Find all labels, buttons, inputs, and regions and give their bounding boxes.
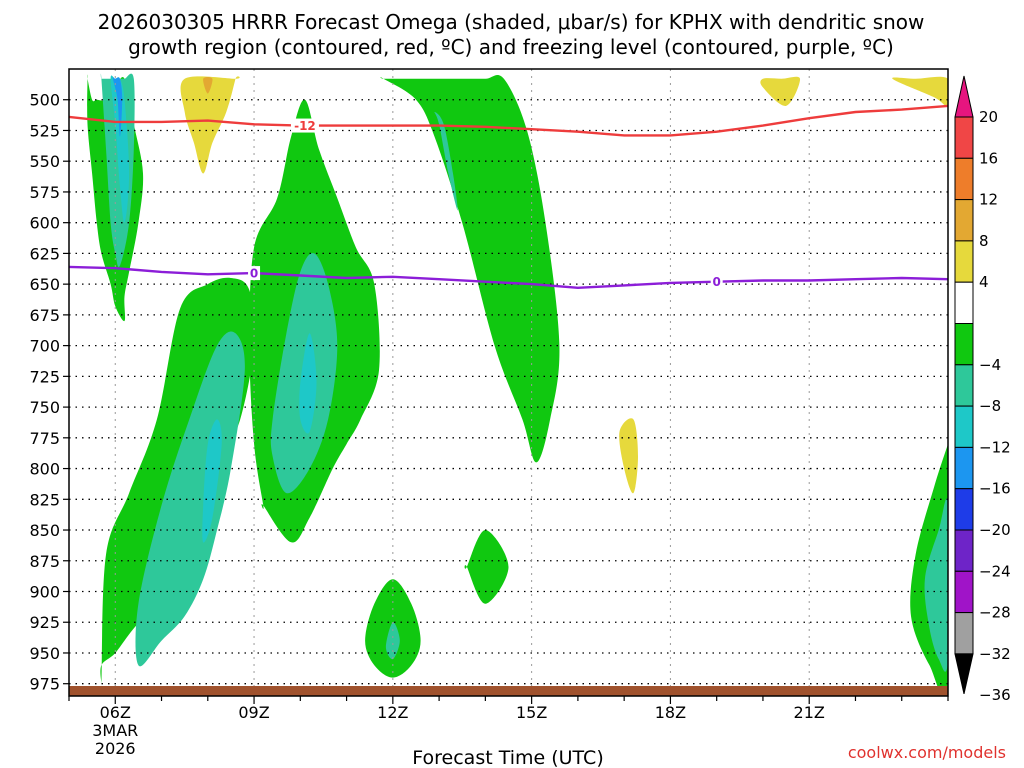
omega-region-18 [760,76,801,106]
colorbar-label-10: −24 [979,562,1011,580]
colorbar-bin-10 [954,529,974,572]
colorbar-bin-1 [954,157,974,201]
colorbar-bin-4 [954,281,974,325]
y-tick-label-650: 650 [29,275,60,294]
colorbar-bin-5 [954,323,974,366]
contour-label-1-1: 0 [713,275,721,289]
colorbar-bin-8 [954,446,974,490]
y-tick-label-875: 875 [29,552,60,571]
colorbar-bin-7 [954,405,974,448]
y-tick-label-500: 500 [29,91,60,110]
y-tick-label-625: 625 [29,244,60,263]
y-tick-label-950: 950 [29,644,60,663]
colorbar-bin-12 [954,612,974,655]
plot-frame [68,68,949,697]
y-tick-label-925: 925 [29,613,60,632]
x-tick-label-15: 15Z [516,703,547,722]
y-tick-label-725: 725 [29,367,60,386]
x-tick-date: 3MAR [92,721,138,740]
colorbar-bin-6 [954,364,974,407]
colorbar-bin-11 [954,570,974,614]
omega-region-16 [464,530,509,604]
colorbar-bin-3 [954,240,974,283]
y-tick-label-900: 900 [29,583,60,602]
colorbar-label-1: 16 [979,149,998,167]
chart-title-line-1: 2026030305 HRRR Forecast Omega (shaded, … [98,10,925,34]
y-tick-label-675: 675 [29,306,60,325]
omega-region-17 [619,418,638,494]
colorbar-label-7: −12 [979,438,1011,456]
y-axis: 500 525 550 575 600 625 650 675 700 725 750 775 800 8… [29,91,69,694]
contour-label-bg-1-1 [710,274,723,289]
colorbar-label-12: −32 [979,645,1011,663]
y-tick-label-800: 800 [29,460,60,479]
omega-region-15 [385,622,400,660]
x-tick-label-12: 12Z [377,703,408,722]
contour-0 [69,265,948,290]
y-tick-label-850: 850 [29,521,60,540]
contour-label-bg-1-0 [248,266,261,281]
y-tick-label-700: 700 [29,337,60,356]
colorbar-bin-0 [954,116,974,159]
x-tick-label-6: 06Z [100,703,131,722]
colorbar-label-3: 8 [979,232,989,250]
y-tick-label-525: 525 [29,121,60,140]
y-tick-label-750: 750 [29,398,60,417]
x-tick-label-21: 21Z [794,703,825,722]
y-tick-label-550: 550 [29,152,60,171]
colorbar-label-0: 20 [979,108,998,126]
contour-layer: -12 0 0 [69,104,948,290]
omega-region-5 [203,77,213,94]
colorbar-bin-9 [954,488,974,531]
plot-area: -12 0 0 [69,69,948,696]
omega-region-8 [202,419,222,543]
contour--12 [69,104,948,137]
x-tick-year: 2026 [95,739,136,758]
omega-region-19 [892,76,948,107]
terrain-strip [69,686,948,696]
colorbar-label-5: −4 [979,356,1001,374]
omega-region-11 [299,333,317,434]
y-tick-label-600: 600 [29,214,60,233]
colorbar-label-2: 12 [979,191,998,209]
y-tick-label-775: 775 [29,429,60,448]
colorbar-label-13: −36 [979,686,1011,704]
y-tick-label-825: 825 [29,490,60,509]
colorbar-label-6: −8 [979,397,1001,415]
colorbar-label-9: −20 [979,521,1011,539]
y-tick-label-975: 975 [29,675,60,694]
credit-text: coolwx.com/models [848,743,1006,762]
x-axis-label: Forecast Time (UTC) [412,747,603,768]
colorbar-bin-2 [954,199,974,242]
contour-label-1-0: 0 [250,267,258,281]
colorbar-top-triangle [954,75,974,118]
colorbar: 20 16 12 8 4 −4 −8 −12 −16 −20 −24 −28 −32 −36 [954,75,1011,704]
omega-region-12 [380,74,560,463]
chart-title-line-2: growth region (contoured, red, ºC) and f… [128,35,894,59]
omega-region-7 [135,331,245,667]
omega-region-4 [180,76,240,174]
omega-region-21 [924,498,948,672]
colorbar-bottom-triangle [954,653,974,695]
x-tick-label-9: 09Z [238,703,269,722]
contour-label-0-0: -12 [294,119,316,133]
y-tick-label-575: 575 [29,183,60,202]
colorbar-label-8: −16 [979,480,1011,498]
colorbar-label-11: −28 [979,604,1011,622]
contour-label-bg-0-0 [290,118,319,133]
colorbar-label-4: 4 [979,273,989,291]
x-tick-label-18: 18Z [655,703,686,722]
